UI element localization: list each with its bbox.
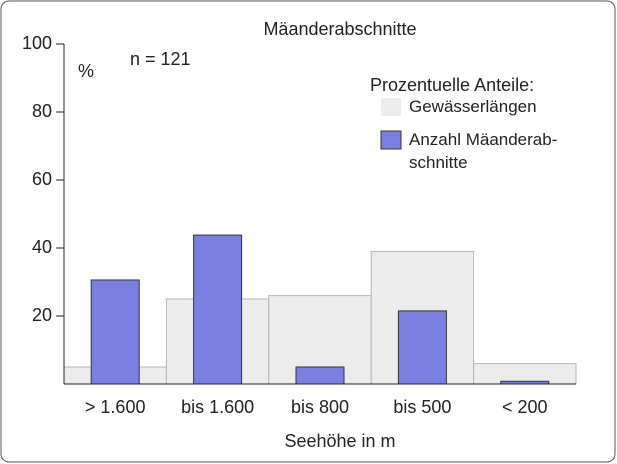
legend-swatch	[380, 130, 402, 150]
y-tick-label: 20	[32, 305, 52, 325]
annotation: n = 121	[130, 49, 191, 69]
legend-label: Gewässerlängen	[409, 97, 537, 116]
x-tick-label: > 1.600	[85, 397, 146, 417]
y-tick-label: 80	[32, 101, 52, 121]
x-tick-label: bis 1.600	[181, 397, 254, 417]
y-tick-label: 60	[32, 169, 52, 189]
legend-title: Prozentuelle Anteile:	[370, 75, 534, 95]
x-tick-label: bis 800	[291, 397, 349, 417]
x-axis-label: Seehöhe in m	[284, 431, 395, 451]
count-bar	[397, 310, 447, 385]
y-tick-label: 100	[22, 33, 52, 53]
legend-label: Anzahl Mäanderab- schnitte	[409, 130, 558, 172]
count-bar	[90, 279, 140, 385]
x-tick-label: < 200	[502, 397, 548, 417]
chart-title: Mäanderabschnitte	[263, 19, 416, 39]
count-bar	[193, 234, 243, 385]
y-tick-label: 40	[32, 237, 52, 257]
x-tick-label: bis 500	[393, 397, 451, 417]
count-bar	[295, 366, 345, 385]
y-axis-label: %	[78, 61, 94, 81]
legend-swatch	[381, 98, 401, 116]
